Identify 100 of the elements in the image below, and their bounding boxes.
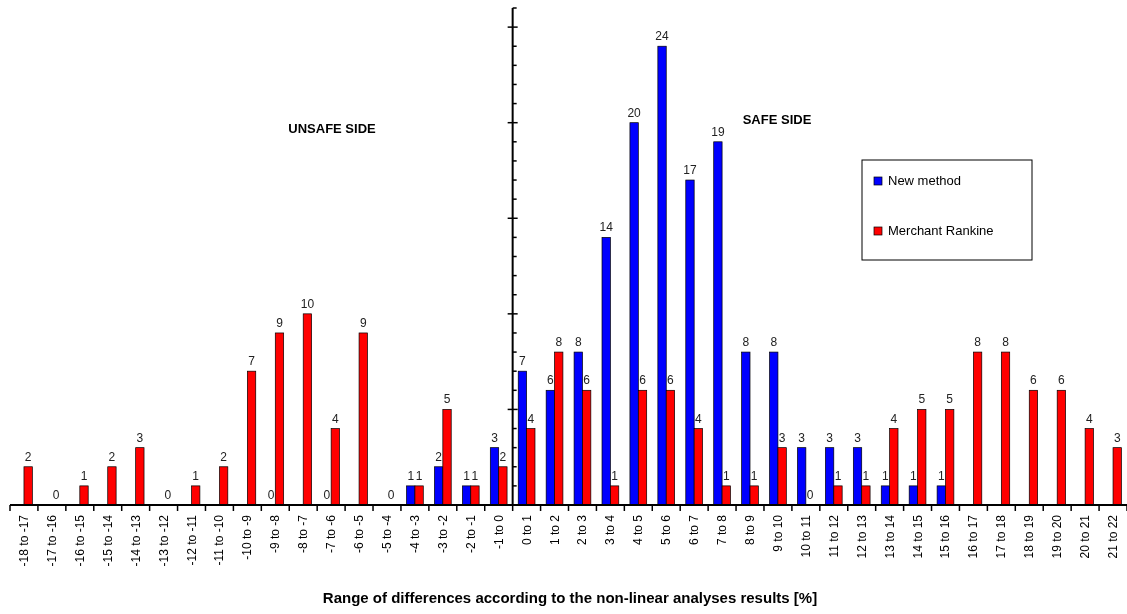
x-tick-label: 21 to 22: [1106, 514, 1121, 559]
x-tick-label: 2 to 3: [575, 514, 590, 546]
data-label: 3: [854, 430, 862, 445]
data-label: 0: [323, 488, 331, 502]
data-label: 3: [491, 430, 499, 445]
legend-label: New method: [888, 173, 961, 188]
data-label: 8: [1002, 335, 1010, 350]
x-tick-label: 8 to 9: [743, 514, 758, 546]
x-tick-label: -8 to -7: [296, 514, 311, 554]
data-label: 8: [742, 335, 750, 350]
data-label: 5: [946, 392, 954, 407]
x-tick-label: -7 to -6: [324, 514, 339, 554]
x-tick-label: -13 to -12: [156, 514, 171, 567]
data-label: 1: [882, 468, 890, 483]
data-label: 20: [627, 105, 642, 120]
data-label: 6: [547, 373, 555, 388]
data-label: 3: [826, 430, 834, 445]
data-label: 1: [80, 468, 88, 483]
x-tick-label: 15 to 16: [938, 514, 953, 559]
data-label: 9: [276, 315, 284, 330]
x-tick-label: 13 to 14: [882, 514, 897, 559]
x-tick-label: -5 to -4: [379, 514, 394, 554]
data-label: 0: [164, 488, 172, 502]
data-label: 4: [1085, 411, 1093, 426]
data-label: 1: [611, 468, 619, 483]
data-label: 24: [655, 29, 670, 44]
data-label: 1: [407, 468, 415, 483]
data-label: 4: [890, 411, 898, 426]
data-label: 2: [24, 449, 32, 464]
data-label: 8: [770, 335, 778, 350]
data-label: 3: [136, 430, 144, 445]
data-label: 1: [415, 468, 423, 483]
data-label: 9: [359, 315, 367, 330]
data-label: 10: [300, 296, 315, 311]
x-tick-label: -15 to -14: [100, 514, 115, 567]
data-label: 14: [599, 220, 614, 235]
x-tick-label: 17 to 18: [994, 514, 1009, 559]
x-tick-label: -12 to -11: [184, 514, 199, 566]
x-tick-label: 4 to 5: [631, 514, 646, 546]
data-label: 6: [639, 373, 647, 388]
x-tick-label: -2 to -1: [463, 514, 478, 554]
data-label: 4: [695, 411, 703, 426]
data-label: 7: [519, 354, 527, 369]
data-label: 8: [974, 335, 982, 350]
annotation: SAFE SIDE: [742, 112, 812, 127]
x-tick-label: 9 to 10: [770, 514, 785, 552]
data-label: 1: [834, 468, 842, 483]
data-label: 5: [443, 392, 451, 407]
x-tick-label: -6 to -5: [352, 514, 367, 554]
x-tick-label: 6 to 7: [687, 514, 702, 546]
x-tick-label: -1 to 0: [491, 514, 506, 550]
x-tick-label: 10 to 11: [798, 514, 813, 558]
data-label: 19: [711, 124, 725, 139]
data-label: 1: [192, 468, 200, 483]
data-label: 1: [463, 468, 471, 483]
x-tick-label: -9 to -8: [268, 514, 283, 554]
x-tick-label: -17 to -16: [44, 514, 59, 567]
data-label: 3: [778, 430, 786, 445]
x-tick-label: 11 to 12: [826, 514, 841, 558]
data-label: 8: [555, 335, 563, 350]
annotation: UNSAFE SIDE: [288, 121, 377, 136]
x-tick-label: 20 to 21: [1078, 514, 1093, 559]
x-axis-title: Range of differences according to the non-linear analyses results [%]: [322, 589, 818, 606]
data-label: 2: [435, 449, 443, 464]
data-label: 1: [722, 468, 730, 483]
data-label: 3: [798, 430, 806, 445]
data-label: 0: [52, 488, 60, 502]
x-tick-label: -11 to -10: [212, 514, 227, 566]
x-tick-label: 16 to 17: [966, 514, 981, 559]
x-tick-label: 18 to 19: [1022, 514, 1037, 559]
data-label: 6: [1058, 373, 1066, 388]
x-tick-label: 5 to 6: [659, 514, 674, 546]
data-label: 1: [910, 468, 918, 483]
data-label: 4: [527, 411, 535, 426]
legend-label: Merchant Rankine: [888, 223, 994, 238]
data-label: 17: [683, 163, 697, 178]
data-label: 8: [574, 335, 582, 350]
data-label: 6: [667, 373, 675, 388]
data-label: 1: [937, 468, 945, 483]
x-tick-label: 1 to 2: [547, 514, 562, 546]
data-label: 2: [220, 449, 228, 464]
x-tick-label: -10 to -9: [240, 514, 255, 560]
data-label: 1: [862, 468, 870, 483]
data-label: 6: [1030, 373, 1038, 388]
x-tick-label: 3 to 4: [603, 514, 618, 546]
x-tick-label: -4 to -3: [407, 514, 422, 554]
x-tick-label: 0 to 1: [519, 514, 534, 546]
data-label: 5: [918, 392, 926, 407]
data-label: 2: [108, 449, 116, 464]
data-label: 1: [750, 468, 758, 483]
data-label: 0: [806, 488, 814, 502]
data-label: 0: [267, 488, 275, 502]
x-tick-label: -18 to -17: [16, 514, 31, 567]
x-tick-label: 12 to 13: [854, 514, 869, 559]
x-tick-label: 7 to 8: [715, 514, 730, 546]
x-tick-label: 14 to 15: [910, 514, 925, 559]
data-label: 1: [471, 468, 479, 483]
x-tick-label: -16 to -15: [72, 514, 87, 567]
x-tick-label: -14 to -13: [128, 514, 143, 567]
x-tick-label: 19 to 20: [1050, 514, 1065, 559]
